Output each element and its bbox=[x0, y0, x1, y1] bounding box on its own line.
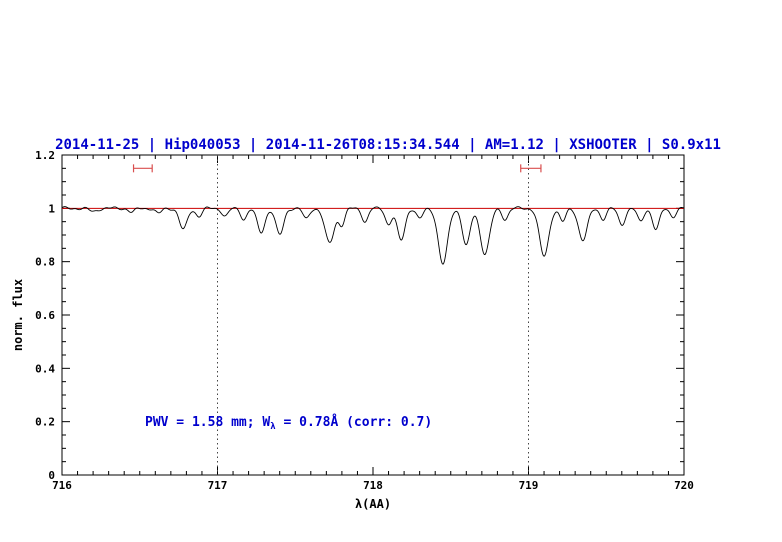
svg-text:0.6: 0.6 bbox=[35, 309, 55, 322]
svg-text:719: 719 bbox=[519, 479, 539, 492]
svg-text:0.8: 0.8 bbox=[35, 256, 55, 269]
annotation-prefix: PWV = 1.58 mm; W bbox=[145, 415, 270, 430]
svg-text:718: 718 bbox=[363, 479, 383, 492]
svg-text:717: 717 bbox=[208, 479, 228, 492]
svg-text:1.2: 1.2 bbox=[35, 149, 55, 162]
chart-title: 2014-11-25 | Hip040053 | 2014-11-26T08:1… bbox=[55, 137, 721, 153]
y-axis-label: norm. flux bbox=[11, 279, 25, 351]
svg-text:0: 0 bbox=[48, 469, 55, 482]
svg-text:716: 716 bbox=[52, 479, 72, 492]
pwv-annotation: PWV = 1.58 mm; Wλ = 0.78Å (corr: 0.7) bbox=[145, 414, 432, 432]
spectrum-series bbox=[61, 164, 685, 265]
x-axis-label: λ(AA) bbox=[355, 497, 391, 511]
svg-text:0.2: 0.2 bbox=[35, 416, 55, 429]
annotation-lambda-subscript: λ bbox=[270, 422, 276, 432]
svg-text:0.4: 0.4 bbox=[35, 362, 55, 375]
svg-text:720: 720 bbox=[674, 479, 694, 492]
annotation-suffix: = 0.78Å (corr: 0.7) bbox=[276, 414, 433, 430]
axes: 716 717 718 719 720 0 0.2 0.4 0.6 0.8 1 1.2 bbox=[35, 149, 694, 492]
svg-text:1: 1 bbox=[48, 202, 55, 215]
